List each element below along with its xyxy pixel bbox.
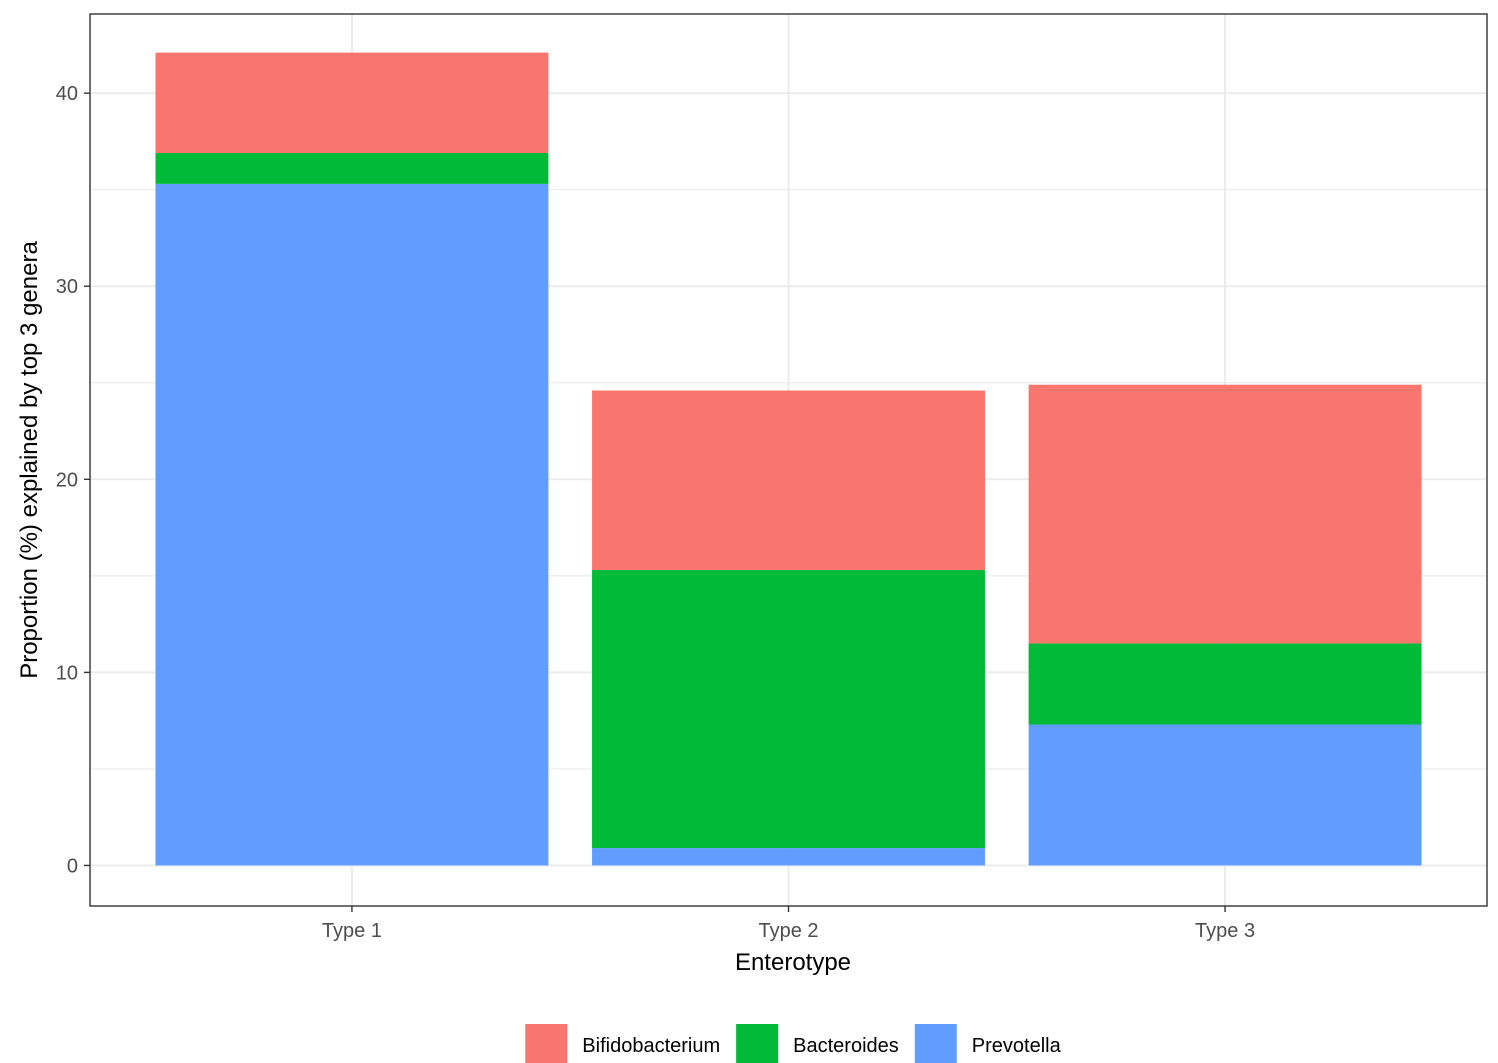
bar-prevotella-type-1 [155, 183, 549, 866]
x-tick-label: Type 3 [1195, 920, 1255, 942]
legend-label-bifidobacterium: Bifidobacterium [582, 1035, 720, 1057]
legend-label-bacteroides: Bacteroides [793, 1035, 899, 1057]
bar-bifidobacterium-type-1 [155, 52, 549, 154]
y-tick-label: 30 [56, 276, 78, 298]
y-axis-title: Proportion (%) explained by top 3 genera [16, 241, 43, 679]
legend-label-prevotella: Prevotella [972, 1035, 1062, 1057]
legend-key-prevotella [914, 1024, 957, 1063]
y-tick-label: 10 [56, 662, 78, 684]
y-axis: 0 10 20 30 40 [56, 83, 90, 877]
bar-bifidobacterium-type-3 [1028, 384, 1422, 644]
bar-bacteroides-type-3 [1028, 643, 1422, 725]
bar-bifidobacterium-type-2 [592, 390, 985, 571]
x-tick-label: Type 1 [322, 920, 382, 942]
x-tick-label: Type 2 [758, 920, 818, 942]
y-tick-label: 20 [56, 469, 78, 491]
x-axis: Type 1 Type 2 Type 3 [322, 906, 1255, 942]
y-tick-label: 40 [56, 83, 78, 105]
bars [155, 52, 1422, 866]
bar-bacteroides-type-1 [155, 153, 549, 184]
y-tick-label: 0 [67, 855, 78, 877]
legend-key-bifidobacterium [525, 1024, 568, 1063]
bar-prevotella-type-3 [1028, 724, 1422, 866]
bar-bacteroides-type-2 [592, 570, 985, 849]
legend-key-bacteroides [736, 1024, 779, 1063]
legend: Bifidobacterium Bacteroides Prevotella [525, 1024, 1062, 1063]
bar-prevotella-type-2 [592, 848, 985, 866]
x-axis-title: Enterotype [735, 949, 851, 976]
